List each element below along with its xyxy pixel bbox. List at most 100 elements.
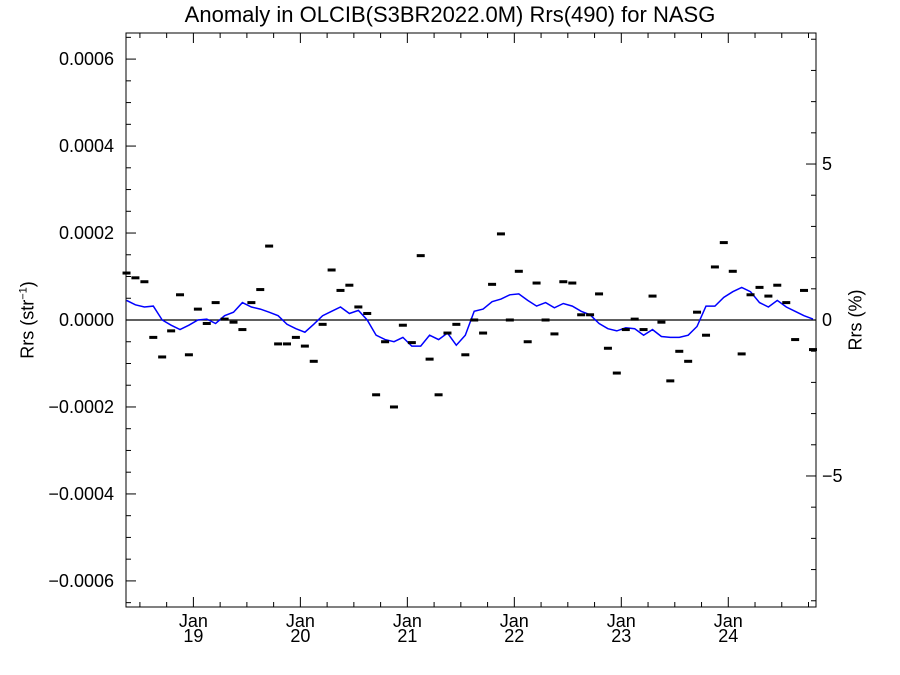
data-point [514,269,523,273]
anomaly-running-mean-series [126,286,814,347]
data-point [336,288,345,292]
data-point [184,353,193,357]
data-point [577,313,586,317]
x-tick-label-month: Jan [607,611,636,631]
x-tick-label-year: 22 [504,626,524,646]
y-left-tick-label: −0.0004 [48,484,114,504]
y-left-tick-label: 0.0006 [59,49,114,69]
data-point [550,332,559,336]
x-tick-label-month: Jan [393,611,422,631]
data-point [300,344,309,348]
data-point [693,310,702,314]
data-point [728,269,737,273]
x-tick-label-month: Jan [286,611,315,631]
data-point [274,342,283,346]
y-right-tick-label: 5 [822,154,832,174]
data-point [381,340,390,344]
data-point [488,282,497,286]
data-point [764,294,773,298]
data-point [630,317,639,321]
data-point [755,285,764,289]
data-point [158,355,167,359]
data-point [461,353,470,357]
data-point [363,311,372,315]
data-point [782,301,791,305]
data-point [345,283,354,287]
data-point [407,341,416,345]
data-point [389,405,398,409]
tick-labels: −0.0006 −0.0004 −0.0002 0.0000 0.0002 0.0004 0… [48,49,842,646]
data-point [327,268,336,272]
data-point [443,331,452,335]
data-point [621,328,630,332]
data-point [719,241,728,245]
anomaly-monthly-points-series [122,232,818,409]
data-point [684,359,693,363]
data-point [710,265,719,269]
data-point [283,342,291,346]
data-point [809,348,818,352]
x-tick-label-month: Jan [500,611,529,631]
data-point [425,357,434,361]
data-point [238,328,247,332]
data-point [416,254,425,258]
data-point [595,292,604,296]
x-tick-label-month: Jan [714,611,743,631]
chart-title: Anomaly in OLCIB(S3BR2022.0M) Rrs(490) f… [184,2,716,27]
data-point [541,318,550,322]
data-point [202,321,211,325]
data-point [140,280,149,284]
data-point [559,280,568,284]
data-point [791,338,800,342]
data-point [800,288,809,292]
data-point [470,318,479,322]
y-right-tick-label: −5 [822,466,843,486]
y-left-tick-label: −0.0006 [48,571,114,591]
data-point [675,349,684,353]
data-point [702,333,711,337]
data-point [452,322,461,326]
data-point [220,317,229,321]
data-point [657,320,666,324]
x-tick-label-month: Jan [179,611,208,631]
data-point [247,301,256,305]
data-point [612,371,621,375]
data-point [737,352,746,356]
data-point [149,335,158,339]
data-point [532,281,541,285]
x-tick-label-year: 21 [397,626,417,646]
data-point [479,331,488,335]
x-tick-label-year: 24 [718,626,738,646]
data-point [398,323,407,327]
data-point [309,359,318,363]
data-point [603,346,612,350]
data-point [193,307,202,311]
x-tick-label-year: 23 [611,626,631,646]
running-mean-line [126,286,814,347]
y-left-tick-label: 0.0002 [59,223,114,243]
data-point [523,340,532,344]
data-point [167,329,176,333]
x-tick-label-year: 19 [183,626,203,646]
y-right-tick-label: 0 [822,310,832,330]
data-point [648,294,657,298]
data-point [568,281,577,285]
x-tick-label-year: 20 [290,626,310,646]
data-point [318,322,327,326]
data-point [505,318,514,322]
data-point [176,293,185,297]
y-left-tick-label: 0.0000 [59,310,114,330]
data-point [131,276,140,280]
y-left-tick-label: 0.0004 [59,136,114,156]
data-point [229,320,238,324]
data-point [434,393,443,397]
y-left-tick-label: −0.0002 [48,397,114,417]
data-point [496,232,505,236]
data-point [372,393,381,397]
data-point [586,313,595,317]
data-point [256,288,265,292]
data-point [666,379,675,383]
data-point [773,283,782,287]
data-point [211,301,220,305]
data-point [746,293,755,297]
